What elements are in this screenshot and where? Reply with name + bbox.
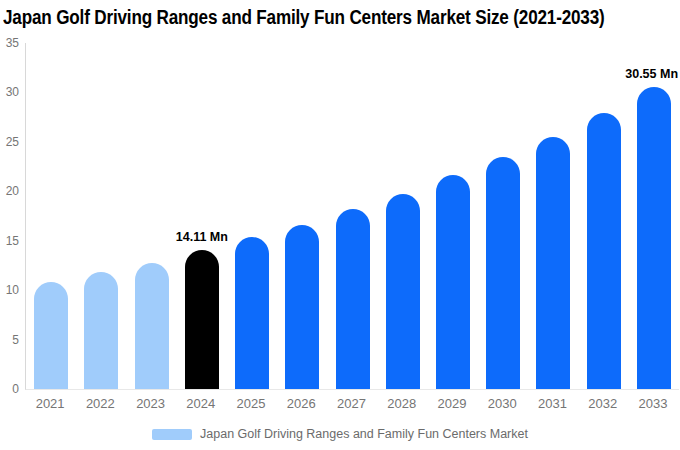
x-axis: 2021202220232024202520262027202820292030…	[25, 396, 678, 411]
legend-label: Japan Golf Driving Ranges and Family Fun…	[200, 427, 528, 441]
bar-2032[interactable]	[587, 113, 621, 389]
bar-2033[interactable]	[637, 87, 671, 389]
chart-canvas: Japan Golf Driving Ranges and Family Fun…	[0, 0, 680, 450]
y-tick-label-15: 15	[0, 234, 19, 248]
x-tick-label-2031: 2031	[527, 396, 577, 411]
x-tick-label-2032: 2032	[578, 396, 628, 411]
bar-2029[interactable]	[436, 175, 470, 389]
x-tick-label-2029: 2029	[427, 396, 477, 411]
x-tick-label-2030: 2030	[477, 396, 527, 411]
y-tick-label-5: 5	[0, 333, 19, 347]
bar-column-2021	[26, 43, 76, 389]
bar-column-2023	[126, 43, 176, 389]
x-tick-label-2027: 2027	[326, 396, 376, 411]
bar-column-2027	[327, 43, 377, 389]
bar-2021[interactable]	[34, 282, 68, 389]
bar-2023[interactable]	[135, 263, 169, 390]
x-tick-label-2026: 2026	[276, 396, 326, 411]
bar-column-2028	[378, 43, 428, 389]
bar-2030[interactable]	[486, 157, 520, 389]
bar-column-2032	[579, 43, 629, 389]
x-tick-label-2025: 2025	[226, 396, 276, 411]
bar-2031[interactable]	[536, 137, 570, 389]
y-tick-label-30: 30	[0, 85, 19, 99]
bar-column-2031	[528, 43, 578, 389]
bar-column-2022	[76, 43, 126, 389]
bar-value-label-2024: 14.11 Mn	[176, 230, 228, 244]
bar-column-2026	[277, 43, 327, 389]
x-tick-label-2028: 2028	[377, 396, 427, 411]
legend[interactable]: Japan Golf Driving Ranges and Family Fun…	[0, 427, 680, 441]
bar-column-2025	[227, 43, 277, 389]
bar-2024[interactable]	[185, 250, 219, 390]
legend-swatch-icon	[152, 429, 192, 440]
bar-column-2024: 14.11 Mn	[177, 43, 227, 389]
x-tick-label-2021: 2021	[25, 396, 75, 411]
chart-title: Japan Golf Driving Ranges and Family Fun…	[3, 6, 605, 29]
x-tick-label-2022: 2022	[75, 396, 125, 411]
y-tick-label-10: 10	[0, 283, 19, 297]
y-tick-label-35: 35	[0, 36, 19, 50]
bar-2026[interactable]	[285, 225, 319, 389]
plot-area: 14.11 Mn 30.55 Mn	[25, 43, 679, 390]
bar-column-2033: 30.55 Mn	[629, 43, 679, 389]
bar-2022[interactable]	[84, 272, 118, 389]
bar-2027[interactable]	[336, 209, 370, 389]
x-tick-label-2033: 2033	[628, 396, 678, 411]
y-tick-label-20: 20	[0, 184, 19, 198]
bar-value-label-2033: 30.55 Mn	[625, 67, 678, 81]
bar-column-2030	[478, 43, 528, 389]
x-tick-label-2023: 2023	[125, 396, 175, 411]
bar-2025[interactable]	[235, 237, 269, 389]
x-tick-label-2024: 2024	[176, 396, 226, 411]
bar-2028[interactable]	[386, 194, 420, 389]
y-tick-label-0: 0	[0, 382, 19, 396]
bar-column-2029	[428, 43, 478, 389]
y-tick-label-25: 25	[0, 135, 19, 149]
